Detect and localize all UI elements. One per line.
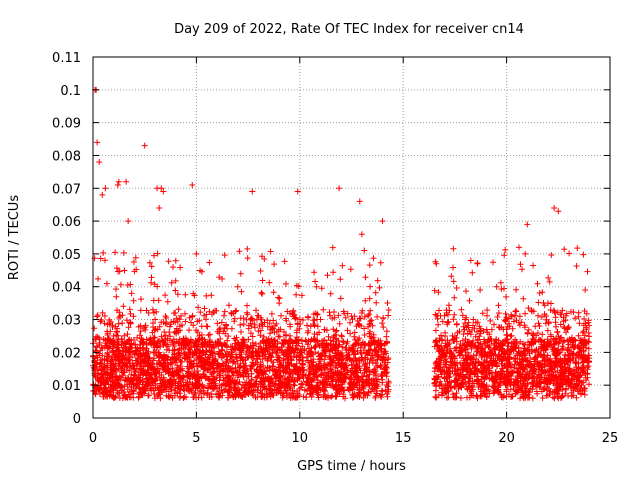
x-tick-label: 15 [395, 431, 412, 446]
x-tick-label: 20 [498, 431, 515, 446]
data-point [522, 250, 529, 257]
x-tick-label: 0 [89, 431, 97, 446]
data-point [125, 218, 132, 225]
x-axis-ticks: 0 5 10 15 20 25 [89, 57, 618, 446]
data-point [152, 316, 159, 323]
x-tick-label: 25 [602, 431, 619, 446]
data-point [156, 204, 163, 211]
y-axis-ticks: 0 0.01 0.02 0.03 0.04 0.05 0.06 0.07 0.08 0.09 0.1… [52, 51, 610, 427]
y-tick-label: 0.06 [52, 215, 81, 230]
data-point [160, 188, 167, 195]
data-point [555, 208, 562, 215]
x-axis-label: GPS time / hours [297, 459, 406, 474]
x-tick-label: 5 [192, 431, 200, 446]
chart-title: Day 209 of 2022, Rate Of TEC Index for r… [174, 22, 524, 37]
y-tick-label: 0.03 [52, 314, 81, 329]
data-point [294, 188, 301, 195]
data-point [551, 204, 558, 211]
y-tick-label: 0.02 [52, 346, 81, 361]
data-point [379, 218, 386, 225]
y-tick-label: 0.08 [52, 149, 81, 164]
y-tick-label: 0.07 [52, 182, 81, 197]
y-tick-label: 0.05 [52, 248, 81, 263]
data-point [234, 283, 241, 290]
data-point [123, 178, 130, 185]
y-tick-label: 0 [73, 412, 81, 427]
data-point [189, 181, 196, 188]
data-point [336, 185, 343, 192]
data-point [524, 221, 531, 228]
data-point [356, 198, 363, 205]
data-point [102, 185, 109, 192]
y-tick-label: 0.04 [52, 281, 81, 296]
data-point [114, 181, 121, 188]
y-tick-label: 0.01 [52, 379, 81, 394]
y-tick-label: 0.09 [52, 117, 81, 132]
x-tick-label: 10 [292, 431, 309, 446]
data-point [249, 188, 256, 195]
data-point [358, 231, 365, 238]
y-tick-label: 0.11 [52, 51, 81, 66]
plot-frame [92, 56, 611, 419]
background-data-points [90, 244, 593, 402]
y-axis-label: ROTI / TECUs [7, 195, 22, 280]
data-point [96, 159, 103, 166]
data-point [193, 250, 200, 257]
data-point [94, 139, 101, 146]
data-point [99, 191, 106, 198]
data-point [516, 244, 523, 251]
dense-point-cloud [90, 244, 593, 402]
data-point [158, 185, 165, 192]
y-tick-label: 0.1 [60, 84, 81, 99]
data-point [141, 142, 148, 149]
data-point [582, 287, 589, 294]
data-point [115, 178, 122, 185]
data-points [92, 86, 589, 382]
